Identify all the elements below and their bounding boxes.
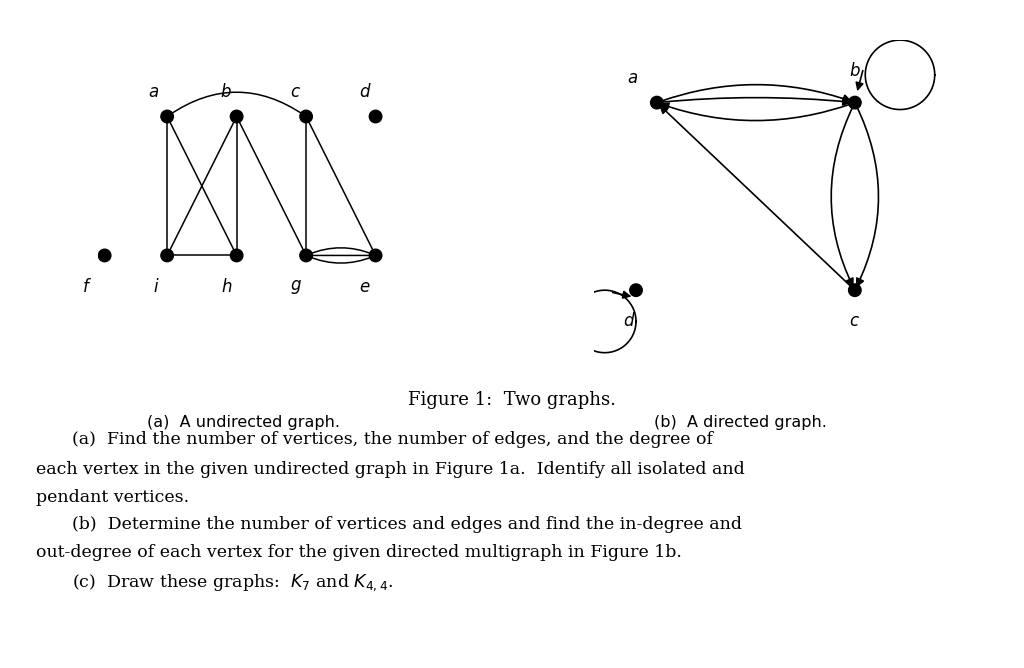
FancyArrowPatch shape xyxy=(660,106,853,289)
Circle shape xyxy=(370,249,382,262)
Circle shape xyxy=(300,249,312,262)
Text: pendant vertices.: pendant vertices. xyxy=(36,489,189,506)
Circle shape xyxy=(630,284,642,297)
Text: (a)  A undirected graph.: (a) A undirected graph. xyxy=(147,415,340,430)
Text: $\mathit{d}$: $\mathit{d}$ xyxy=(358,84,372,101)
Text: $\mathit{g}$: $\mathit{g}$ xyxy=(290,278,302,296)
Text: (b)  Determine the number of vertices and edges and find the in-degree and: (b) Determine the number of vertices and… xyxy=(72,516,741,532)
Circle shape xyxy=(230,110,243,123)
Circle shape xyxy=(230,249,243,262)
Circle shape xyxy=(650,96,664,109)
FancyArrowPatch shape xyxy=(169,92,304,115)
Text: (a)  Find the number of vertices, the number of edges, and the degree of: (a) Find the number of vertices, the num… xyxy=(72,431,713,448)
FancyArrowPatch shape xyxy=(662,103,852,121)
Circle shape xyxy=(161,110,173,123)
Text: $\mathit{c}$: $\mathit{c}$ xyxy=(290,84,301,101)
Text: (b)  A directed graph.: (b) A directed graph. xyxy=(653,415,826,430)
Text: $\mathit{h}$: $\mathit{h}$ xyxy=(220,278,231,296)
Text: $\mathit{e}$: $\mathit{e}$ xyxy=(359,278,371,296)
Circle shape xyxy=(98,249,111,262)
Text: $\mathit{b}$: $\mathit{b}$ xyxy=(849,62,861,80)
Text: each vertex in the given undirected graph in Figure 1a.  Identify all isolated a: each vertex in the given undirected grap… xyxy=(36,461,744,478)
FancyArrowPatch shape xyxy=(831,105,854,286)
Text: $\mathit{f}$: $\mathit{f}$ xyxy=(82,278,92,296)
Text: $\mathit{i}$: $\mathit{i}$ xyxy=(154,278,160,296)
Text: $\mathit{a}$: $\mathit{a}$ xyxy=(147,84,159,101)
Text: $\mathit{d}$: $\mathit{d}$ xyxy=(623,313,635,331)
FancyArrowPatch shape xyxy=(659,85,851,102)
Circle shape xyxy=(300,110,312,123)
Text: $\mathit{a}$: $\mathit{a}$ xyxy=(627,69,638,88)
Text: $\mathit{b}$: $\mathit{b}$ xyxy=(220,84,232,101)
FancyArrowPatch shape xyxy=(659,98,850,105)
Circle shape xyxy=(161,249,173,262)
FancyArrowPatch shape xyxy=(856,105,879,286)
Text: $\mathit{c}$: $\mathit{c}$ xyxy=(849,313,860,331)
FancyArrowPatch shape xyxy=(308,248,373,255)
Circle shape xyxy=(849,96,861,109)
Text: (c)  Draw these graphs:  $K_7$ and $K_{4,4}$.: (c) Draw these graphs: $K_7$ and $K_{4,4… xyxy=(72,572,393,593)
Text: out-degree of each vertex for the given directed multigraph in Figure 1b.: out-degree of each vertex for the given … xyxy=(36,544,682,561)
Circle shape xyxy=(849,284,861,297)
Text: Figure 1:  Two graphs.: Figure 1: Two graphs. xyxy=(408,391,616,409)
FancyArrowPatch shape xyxy=(308,257,373,263)
Circle shape xyxy=(370,110,382,123)
